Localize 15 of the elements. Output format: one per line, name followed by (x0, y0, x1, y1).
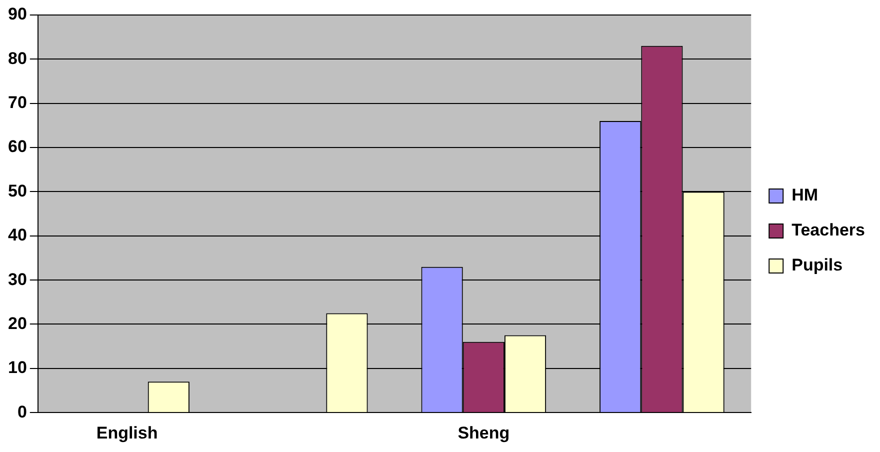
y-tick-label: 20 (8, 314, 27, 333)
legend-label: Pupils (792, 256, 843, 275)
y-tick-label: 40 (8, 226, 27, 245)
y-tick-label: 60 (8, 137, 27, 156)
legend-label: Teachers (792, 220, 866, 240)
y-tick-label: 10 (8, 358, 27, 378)
y-tick-label: 70 (8, 93, 27, 112)
y-tick-label: 90 (8, 4, 27, 24)
legend-label: HM (792, 186, 818, 205)
x-tick-label: English (96, 423, 158, 442)
y-tick-label: 80 (8, 48, 27, 68)
x-tick-label: Sheng (458, 423, 510, 442)
y-tick-label: 0 (17, 402, 27, 422)
y-tick-label: 50 (8, 181, 27, 200)
y-tick-label: 30 (8, 270, 27, 289)
